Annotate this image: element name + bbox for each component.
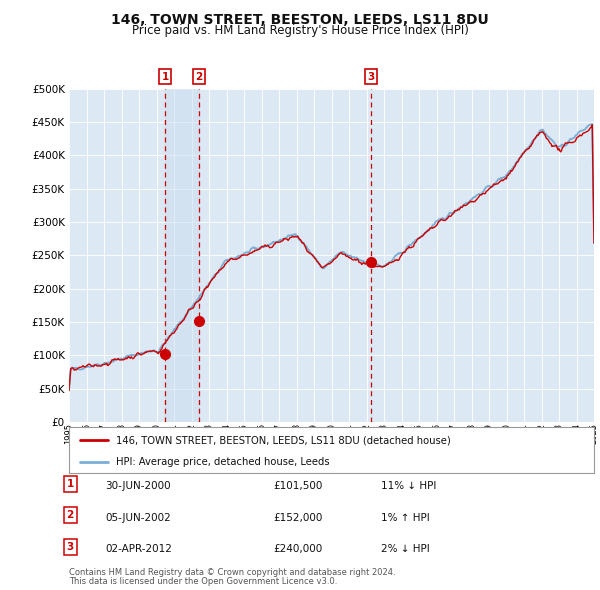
Text: 02-APR-2012: 02-APR-2012 — [105, 544, 172, 554]
Text: This data is licensed under the Open Government Licence v3.0.: This data is licensed under the Open Gov… — [69, 578, 337, 586]
Text: 11% ↓ HPI: 11% ↓ HPI — [381, 481, 436, 491]
Text: £152,000: £152,000 — [273, 513, 322, 523]
Text: 2: 2 — [195, 72, 202, 82]
Text: 146, TOWN STREET, BEESTON, LEEDS, LS11 8DU (detached house): 146, TOWN STREET, BEESTON, LEEDS, LS11 8… — [116, 435, 451, 445]
Text: 1: 1 — [67, 479, 74, 489]
Text: 3: 3 — [67, 542, 74, 552]
Bar — [165, 88, 199, 422]
Text: 3: 3 — [367, 72, 374, 82]
Text: 146, TOWN STREET, BEESTON, LEEDS, LS11 8DU: 146, TOWN STREET, BEESTON, LEEDS, LS11 8… — [111, 13, 489, 27]
Text: 1: 1 — [161, 72, 169, 82]
Text: 2% ↓ HPI: 2% ↓ HPI — [381, 544, 430, 554]
Text: £101,500: £101,500 — [273, 481, 322, 491]
Text: Price paid vs. HM Land Registry's House Price Index (HPI): Price paid vs. HM Land Registry's House … — [131, 24, 469, 37]
Text: HPI: Average price, detached house, Leeds: HPI: Average price, detached house, Leed… — [116, 457, 330, 467]
Text: £240,000: £240,000 — [273, 544, 322, 554]
Text: 30-JUN-2000: 30-JUN-2000 — [105, 481, 170, 491]
Text: 1% ↑ HPI: 1% ↑ HPI — [381, 513, 430, 523]
Text: 05-JUN-2002: 05-JUN-2002 — [105, 513, 171, 523]
Text: Contains HM Land Registry data © Crown copyright and database right 2024.: Contains HM Land Registry data © Crown c… — [69, 568, 395, 577]
Text: 2: 2 — [67, 510, 74, 520]
